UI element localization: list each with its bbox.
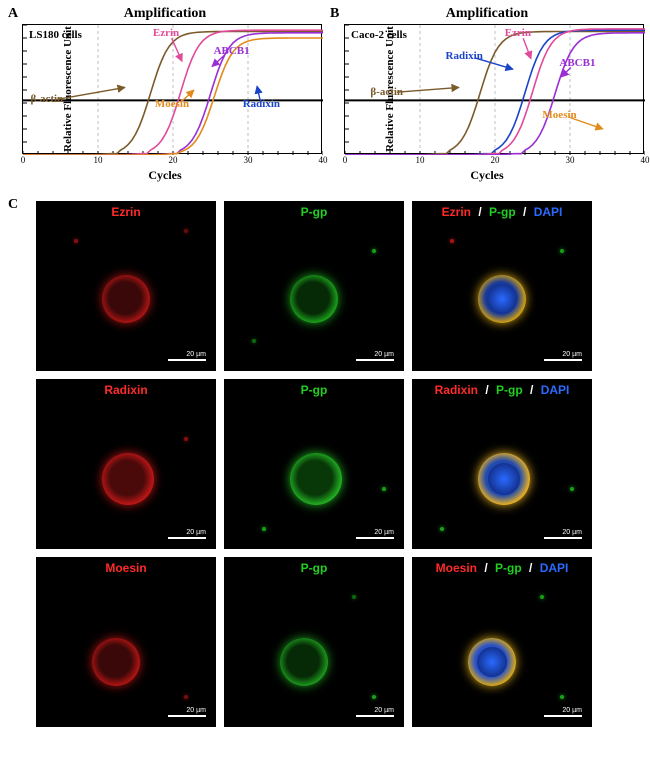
speck — [74, 239, 78, 243]
scale-bar — [356, 537, 394, 539]
figure-root: AAmplificationRelative Fluorescence Unit… — [0, 0, 650, 739]
nucleus — [487, 284, 517, 314]
speck — [262, 527, 266, 531]
cell-blob — [290, 275, 338, 323]
chart-plot-area: Relative Fluorescence UnitLS180 cellsEzr… — [22, 24, 322, 154]
x-tick-labels: 010203040 — [23, 155, 321, 167]
chart-panel-a: AAmplification Relative Fluorescence Unit… — [8, 6, 322, 183]
nucleus — [477, 647, 507, 677]
cell-blob — [280, 638, 328, 686]
cell-blob — [92, 638, 140, 686]
micrograph-radixin-0: Radixin — [36, 379, 216, 549]
micrograph-title: P-gp — [224, 205, 404, 219]
speck — [382, 487, 386, 491]
scale-bar — [168, 715, 206, 717]
micrograph-title: Ezrin — [36, 205, 216, 219]
x-tick-labels: 010203040 — [345, 155, 643, 167]
speck — [372, 695, 376, 699]
curve-radixin — [23, 36, 323, 155]
x-axis-label: Cycles — [330, 168, 644, 183]
scale-bar — [544, 537, 582, 539]
micrograph-ezrin-0: Ezrin — [36, 201, 216, 371]
speck — [560, 249, 564, 253]
scale-bar — [356, 715, 394, 717]
micrograph-title: Radixin — [36, 383, 216, 397]
speck — [450, 239, 454, 243]
x-axis-label: Cycles — [8, 168, 322, 183]
chart-svg — [23, 25, 323, 155]
micrograph-title: P-gp — [224, 561, 404, 575]
speck — [352, 595, 356, 599]
speck — [252, 339, 256, 343]
chart-panel-b: BAmplification Relative Fluorescence Unit… — [330, 6, 644, 183]
chart-row: AAmplificationRelative Fluorescence Unit… — [8, 6, 642, 183]
micrograph-moesin-2: Moesin / P-gp / DAPI — [412, 557, 592, 727]
speck — [560, 695, 564, 699]
nucleus — [488, 463, 520, 495]
micrograph-moesin-1: P-gp — [224, 557, 404, 727]
micrograph-title: Moesin — [36, 561, 216, 575]
chart-svg — [345, 25, 645, 155]
speck — [184, 229, 188, 233]
chart-title: Amplification — [330, 6, 644, 22]
panel-letter-c: C — [8, 197, 18, 213]
micrograph-title: Moesin / P-gp / DAPI — [412, 561, 592, 575]
cell-blob — [290, 453, 342, 505]
panel-letter-b: B — [330, 6, 339, 22]
speck — [440, 527, 444, 531]
scale-bar — [544, 715, 582, 717]
speck — [372, 249, 376, 253]
scale-bar — [168, 537, 206, 539]
micrograph-title: P-gp — [224, 383, 404, 397]
micrograph-radixin-1: P-gp — [224, 379, 404, 549]
speck — [540, 595, 544, 599]
speck — [184, 437, 188, 441]
speck — [184, 695, 188, 699]
micrograph-moesin-0: Moesin — [36, 557, 216, 727]
chart-plot-area: Relative Fluorescence UnitCaco-2 cellsEz… — [344, 24, 644, 154]
panel-letter-a: A — [8, 6, 18, 22]
cell-blob — [102, 453, 154, 505]
scale-bar — [168, 359, 206, 361]
panel-c: C EzrinP-gpEzrin / P-gp / DAPIRadixinP-g… — [8, 201, 642, 727]
micrograph-ezrin-1: P-gp — [224, 201, 404, 371]
chart-title: Amplification — [8, 6, 322, 22]
scale-bar — [544, 359, 582, 361]
micrograph-grid: Ezrin P-gp Ezrin / P-gp / DAPI Radixin P-gp R… — [36, 201, 642, 727]
micrograph-ezrin-2: Ezrin / P-gp / DAPI — [412, 201, 592, 371]
cell-blob — [102, 275, 150, 323]
speck — [570, 487, 574, 491]
micrograph-title: Ezrin / P-gp / DAPI — [412, 205, 592, 219]
scale-bar — [356, 359, 394, 361]
micrograph-radixin-2: Radixin / P-gp / DAPI — [412, 379, 592, 549]
micrograph-title: Radixin / P-gp / DAPI — [412, 383, 592, 397]
